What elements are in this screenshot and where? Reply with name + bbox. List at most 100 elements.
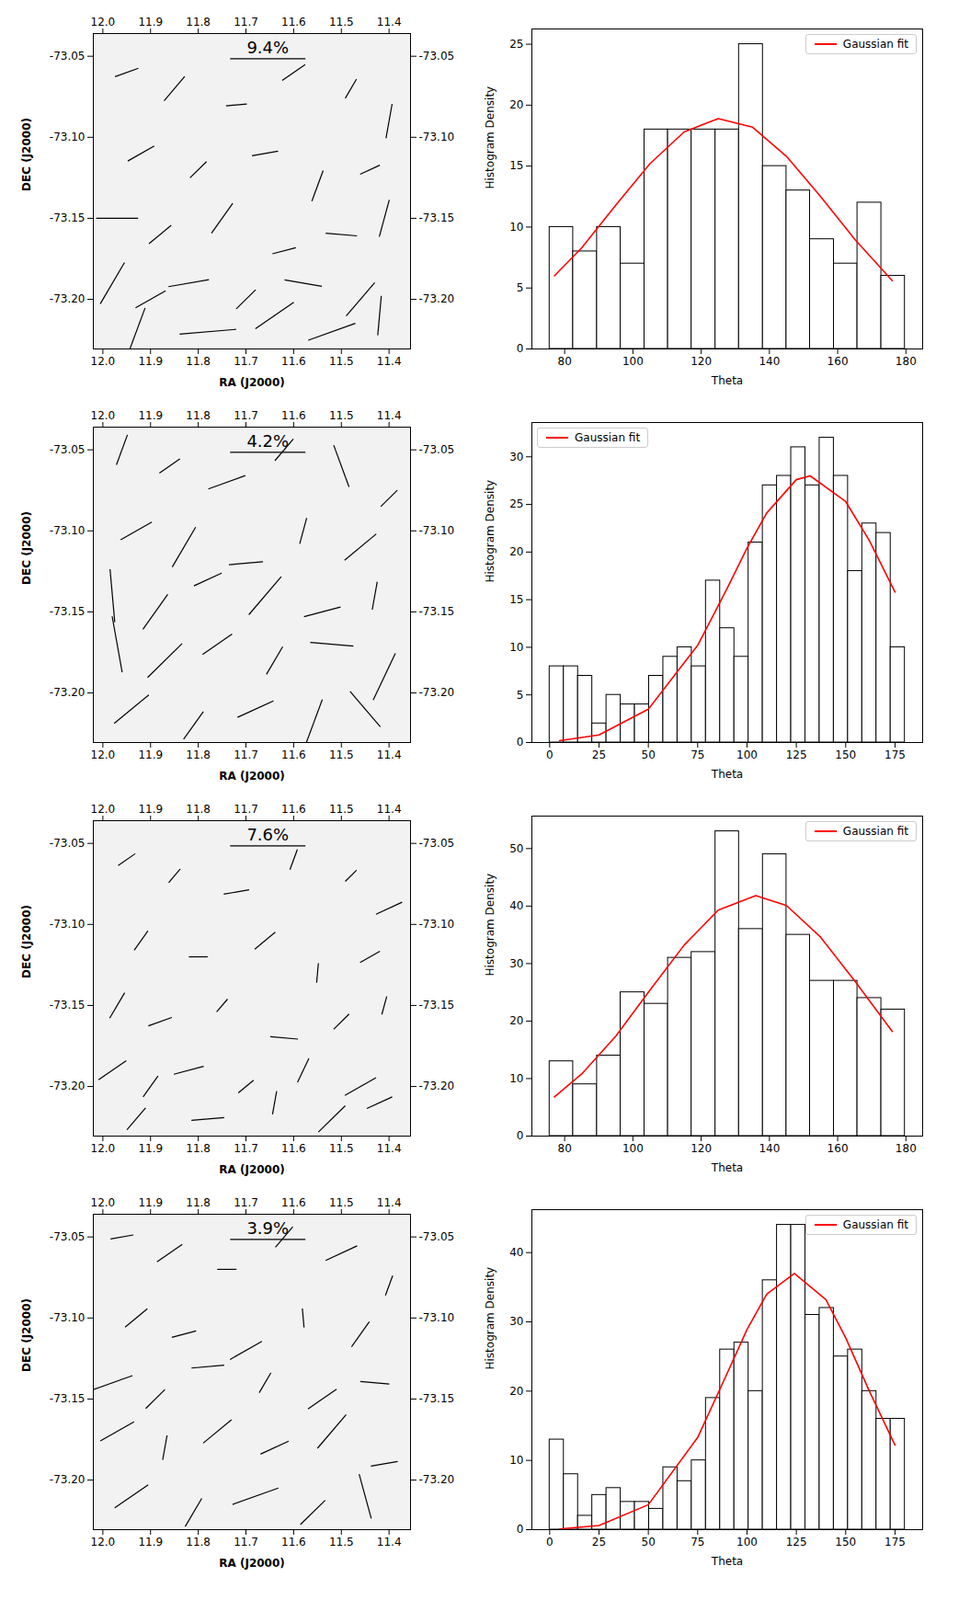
svg-text:7.6%: 7.6% (246, 824, 289, 845)
svg-text:10: 10 (509, 220, 524, 234)
svg-text:Histogram Density: Histogram Density (483, 479, 497, 583)
svg-text:Theta: Theta (710, 374, 743, 388)
svg-text:11.9: 11.9 (137, 1535, 163, 1549)
svg-text:-73.10: -73.10 (49, 524, 86, 537)
svg-text:-73.15: -73.15 (49, 998, 86, 1012)
svg-text:11.7: 11.7 (233, 802, 259, 816)
svg-text:11.4: 11.4 (376, 1196, 402, 1210)
svg-text:11.4: 11.4 (376, 15, 402, 29)
svg-text:RA (J2000): RA (J2000) (218, 1163, 286, 1176)
svg-text:11.8: 11.8 (185, 1141, 211, 1155)
svg-text:-73.05: -73.05 (419, 1230, 456, 1244)
svg-text:DEC (J2000): DEC (J2000) (20, 1298, 34, 1372)
svg-text:0: 0 (546, 1535, 554, 1549)
svg-text:0: 0 (516, 1522, 525, 1536)
svg-text:80: 80 (557, 1141, 571, 1155)
svg-text:80: 80 (557, 354, 571, 368)
svg-text:11.5: 11.5 (329, 1196, 354, 1210)
svg-text:11.5: 11.5 (329, 1141, 354, 1155)
svg-text:11.6: 11.6 (281, 1141, 307, 1155)
svg-text:180: 180 (895, 354, 917, 368)
svg-text:20: 20 (509, 545, 524, 559)
svg-text:-73.10: -73.10 (419, 917, 456, 931)
svg-text:11.9: 11.9 (137, 748, 163, 762)
svg-text:100: 100 (736, 1535, 758, 1549)
svg-text:-73.05: -73.05 (49, 443, 86, 457)
svg-text:25: 25 (592, 748, 606, 762)
svg-text:DEC (J2000): DEC (J2000) (20, 511, 34, 585)
svg-text:10: 10 (509, 1453, 524, 1467)
svg-text:160: 160 (827, 354, 849, 368)
svg-text:11.6: 11.6 (281, 1535, 307, 1549)
svg-text:11.7: 11.7 (233, 1141, 259, 1155)
svg-text:-73.10: -73.10 (49, 917, 86, 931)
svg-text:11.4: 11.4 (376, 354, 402, 368)
svg-text:125: 125 (786, 1535, 808, 1549)
svg-text:-73.20: -73.20 (49, 1079, 86, 1093)
svg-text:-73.20: -73.20 (419, 1079, 456, 1093)
svg-text:20: 20 (509, 98, 524, 112)
svg-text:11.4: 11.4 (376, 409, 402, 423)
svg-text:125: 125 (786, 748, 808, 762)
svg-text:11.8: 11.8 (185, 748, 211, 762)
svg-text:11.4: 11.4 (376, 748, 402, 762)
svg-text:-73.10: -73.10 (49, 130, 86, 144)
svg-text:175: 175 (884, 748, 906, 762)
svg-text:-73.05: -73.05 (49, 1230, 86, 1244)
svg-text:12.0: 12.0 (91, 15, 116, 29)
svg-text:175: 175 (884, 1535, 906, 1549)
svg-text:11.6: 11.6 (281, 409, 307, 423)
svg-text:11.6: 11.6 (281, 354, 307, 368)
svg-text:140: 140 (758, 1141, 780, 1155)
svg-text:40: 40 (509, 1245, 524, 1259)
svg-text:11.8: 11.8 (185, 15, 211, 29)
svg-text:11.5: 11.5 (329, 15, 354, 29)
svg-text:-73.10: -73.10 (419, 130, 456, 144)
svg-text:30: 30 (509, 450, 524, 464)
svg-text:0: 0 (516, 342, 525, 355)
svg-text:11.4: 11.4 (376, 1535, 402, 1549)
svg-text:180: 180 (895, 1141, 917, 1155)
svg-text:11.5: 11.5 (329, 409, 354, 423)
svg-text:12.0: 12.0 (91, 409, 116, 423)
svg-text:15: 15 (509, 159, 524, 172)
svg-text:RA (J2000): RA (J2000) (218, 1556, 286, 1570)
svg-text:12.0: 12.0 (91, 802, 116, 816)
svg-text:-73.05: -73.05 (419, 443, 456, 457)
svg-text:11.9: 11.9 (137, 409, 163, 423)
svg-text:11.8: 11.8 (185, 409, 211, 423)
svg-text:20: 20 (509, 1014, 524, 1028)
svg-text:100: 100 (622, 354, 644, 368)
svg-text:0: 0 (546, 748, 554, 762)
svg-text:5: 5 (516, 688, 525, 702)
svg-text:25: 25 (509, 37, 524, 51)
svg-text:-73.15: -73.15 (419, 998, 456, 1012)
svg-text:Theta: Theta (710, 767, 743, 781)
svg-text:3.9%: 3.9% (246, 1218, 289, 1238)
svg-text:11.8: 11.8 (185, 1196, 211, 1210)
svg-text:50: 50 (509, 842, 524, 856)
svg-text:Theta: Theta (710, 1161, 743, 1175)
svg-text:11.9: 11.9 (137, 802, 163, 816)
svg-text:25: 25 (592, 1535, 606, 1549)
svg-text:-73.20: -73.20 (49, 1472, 86, 1486)
svg-text:12.0: 12.0 (91, 354, 116, 368)
svg-text:-73.20: -73.20 (49, 292, 86, 306)
svg-text:-73.05: -73.05 (49, 836, 86, 850)
svg-text:11.8: 11.8 (185, 802, 211, 816)
svg-text:50: 50 (641, 748, 656, 762)
svg-text:11.9: 11.9 (137, 1141, 163, 1155)
svg-text:-73.15: -73.15 (419, 211, 456, 225)
svg-text:11.8: 11.8 (185, 1535, 211, 1549)
svg-text:Histogram Density: Histogram Density (483, 1266, 497, 1370)
svg-text:4.2%: 4.2% (246, 431, 289, 451)
svg-text:11.7: 11.7 (233, 1535, 259, 1549)
svg-text:5: 5 (516, 281, 525, 295)
svg-text:11.4: 11.4 (376, 802, 402, 816)
svg-text:20: 20 (509, 1384, 524, 1398)
svg-text:150: 150 (834, 748, 856, 762)
svg-text:-73.10: -73.10 (419, 1311, 456, 1324)
svg-text:11.5: 11.5 (329, 802, 354, 816)
svg-text:-73.05: -73.05 (49, 49, 86, 63)
svg-text:-73.15: -73.15 (419, 1392, 456, 1405)
